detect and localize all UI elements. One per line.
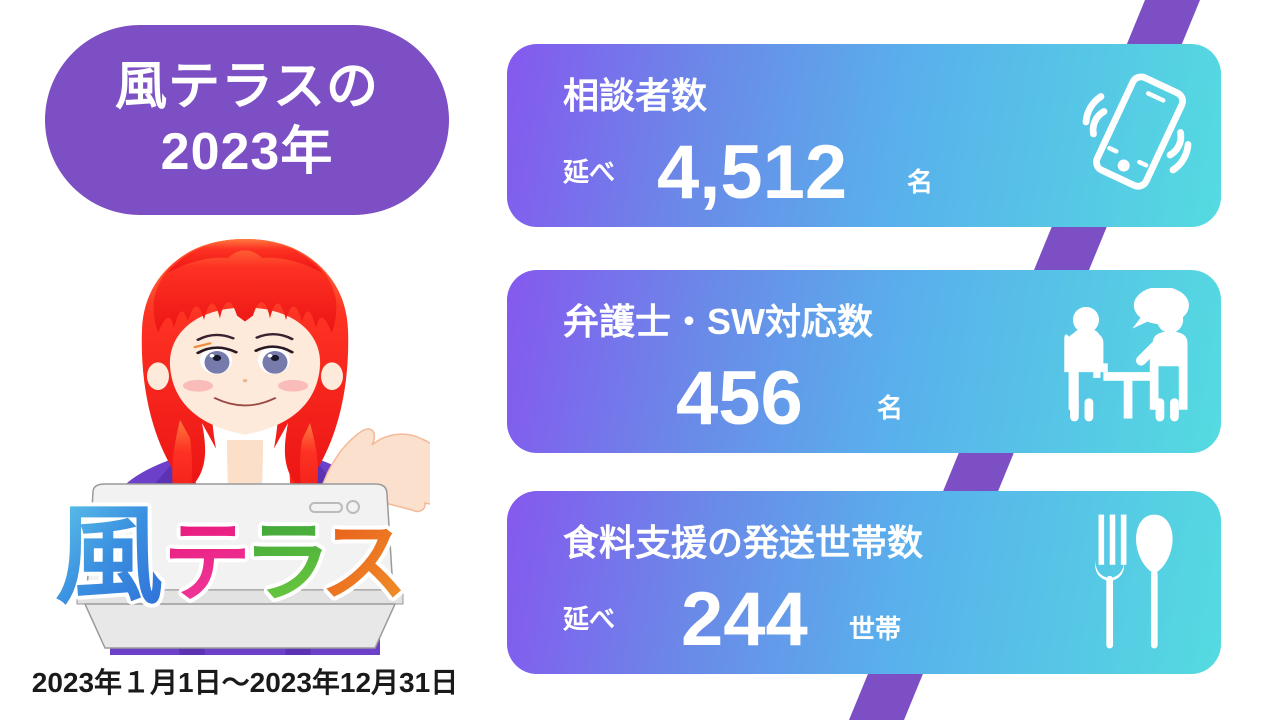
svg-text:テ: テ <box>163 513 251 612</box>
svg-text:ラ: ラ <box>243 513 331 612</box>
svg-text:ス: ス <box>320 513 408 612</box>
svg-text:風: 風 <box>55 495 163 616</box>
